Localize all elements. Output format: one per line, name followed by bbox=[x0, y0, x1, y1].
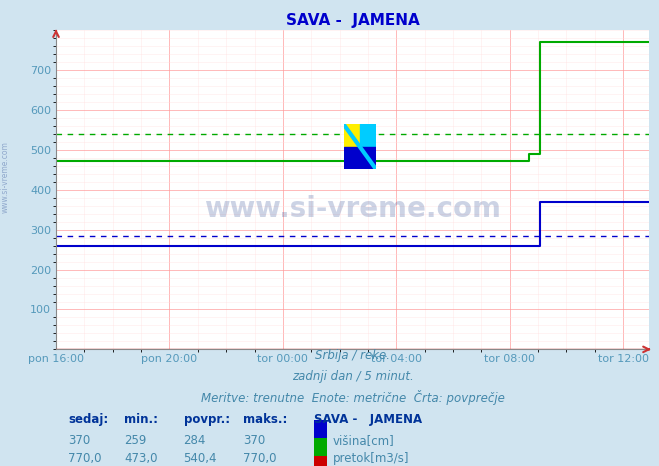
Bar bbox=[360, 124, 376, 147]
Bar bbox=[314, 438, 327, 457]
Text: www.si-vreme.com: www.si-vreme.com bbox=[204, 195, 501, 223]
Bar bbox=[314, 420, 327, 439]
Text: pretok[m3/s]: pretok[m3/s] bbox=[333, 452, 409, 466]
Text: 370: 370 bbox=[243, 434, 265, 447]
Bar bbox=[344, 147, 376, 169]
Text: www.si-vreme.com: www.si-vreme.com bbox=[1, 141, 10, 213]
Text: Meritve: trenutne  Enote: metrične  Črta: povprečje: Meritve: trenutne Enote: metrične Črta: … bbox=[200, 390, 505, 404]
Text: 259: 259 bbox=[125, 434, 146, 447]
Text: 540,4: 540,4 bbox=[183, 452, 217, 466]
Text: 284: 284 bbox=[183, 434, 206, 447]
Text: min.:: min.: bbox=[125, 413, 158, 426]
Text: 473,0: 473,0 bbox=[125, 452, 158, 466]
Text: višina[cm]: višina[cm] bbox=[333, 434, 395, 447]
Text: maks.:: maks.: bbox=[243, 413, 287, 426]
Text: sedaj:: sedaj: bbox=[68, 413, 108, 426]
Text: Srbija / reke.: Srbija / reke. bbox=[315, 350, 390, 363]
Text: zadnji dan / 5 minut.: zadnji dan / 5 minut. bbox=[292, 370, 413, 383]
Text: 770,0: 770,0 bbox=[68, 452, 101, 466]
Text: SAVA -   JAMENA: SAVA - JAMENA bbox=[314, 413, 422, 426]
Bar bbox=[344, 124, 360, 147]
Text: 370: 370 bbox=[68, 434, 90, 447]
Text: 770,0: 770,0 bbox=[243, 452, 276, 466]
Title: SAVA -  JAMENA: SAVA - JAMENA bbox=[286, 13, 419, 28]
Text: povpr.:: povpr.: bbox=[183, 413, 229, 426]
Bar bbox=[314, 456, 327, 466]
